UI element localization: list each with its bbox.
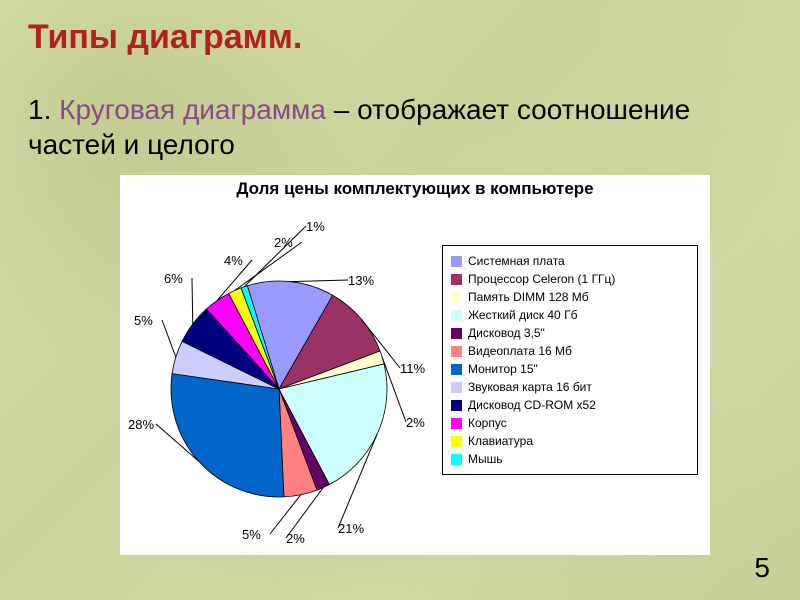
- legend-label: Дисковод CD-ROM x52: [468, 398, 596, 412]
- legend-label: Мышь: [468, 452, 503, 466]
- chart-container: Доля цены комплектующих в компьютере 13%…: [120, 175, 710, 555]
- legend-item: Звуковая карта 16 бит: [451, 378, 689, 396]
- page-number: 5: [754, 552, 770, 584]
- legend-swatch: [451, 418, 462, 429]
- legend-swatch: [451, 364, 462, 375]
- legend-item: Память DIMM 128 Мб: [451, 288, 689, 306]
- legend-swatch: [451, 400, 462, 411]
- legend-swatch: [451, 454, 462, 465]
- legend-label: Дисковод 3,5": [468, 326, 545, 340]
- slice-percent-label: 13%: [348, 273, 374, 288]
- title-text: Типы диаграмм.: [28, 18, 302, 56]
- pie-svg: [134, 211, 424, 541]
- legend-item: Корпус: [451, 414, 689, 432]
- legend-item: Дисковод 3,5": [451, 324, 689, 342]
- slide: Типы диаграмм. 1. Круговая диаграмма – о…: [0, 0, 800, 600]
- legend-swatch: [451, 292, 462, 303]
- slice-percent-label: 2%: [274, 235, 293, 250]
- legend-item: Процессор Celeron (1 ГГц): [451, 270, 689, 288]
- label-leader: [270, 495, 301, 534]
- label-leader: [291, 280, 348, 282]
- legend-swatch: [451, 436, 462, 447]
- slice-percent-label: 21%: [338, 521, 364, 536]
- slide-subtitle: 1. Круговая диаграмма – отображает соотн…: [28, 92, 748, 162]
- legend-label: Корпус: [468, 416, 507, 430]
- legend-item: Клавиатура: [451, 432, 689, 450]
- legend-swatch: [451, 310, 462, 321]
- legend-label: Звуковая карта 16 бит: [468, 380, 592, 394]
- slice-percent-label: 28%: [128, 417, 154, 432]
- legend-swatch: [451, 346, 462, 357]
- legend-label: Монитор 15": [468, 362, 538, 376]
- legend-swatch: [451, 328, 462, 339]
- slice-percent-label: 4%: [224, 253, 243, 268]
- slice-percent-label: 11%: [400, 361, 425, 376]
- legend-label: Видеоплата 16 Мб: [468, 344, 572, 358]
- subtitle-prefix: 1.: [28, 94, 59, 125]
- slice-percent-label: 1%: [306, 219, 325, 234]
- legend-label: Жесткий диск 40 Гб: [468, 308, 577, 322]
- legend-item: Жесткий диск 40 Гб: [451, 306, 689, 324]
- slice-percent-label: 5%: [134, 313, 153, 328]
- legend-swatch: [451, 274, 462, 285]
- legend-label: Клавиатура: [468, 434, 533, 448]
- slice-percent-label: 6%: [164, 271, 183, 286]
- legend-label: Процессор Celeron (1 ГГц): [468, 272, 615, 286]
- slice-percent-label: 5%: [242, 527, 261, 542]
- label-leader: [192, 278, 193, 324]
- pie-slice: [171, 374, 284, 497]
- legend-item: Дисковод CD-ROM x52: [451, 396, 689, 414]
- legend-swatch: [451, 256, 462, 267]
- slice-percent-label: 2%: [406, 415, 425, 430]
- legend-label: Память DIMM 128 Мб: [468, 290, 589, 304]
- slice-percent-label: 2%: [286, 531, 305, 546]
- legend-item: Видеоплата 16 Мб: [451, 342, 689, 360]
- subtitle-term: Круговая диаграмма: [59, 94, 326, 125]
- chart-legend: Системная плата Процессор Celeron (1 ГГц)…: [442, 245, 698, 475]
- legend-item: Мышь: [451, 450, 689, 468]
- pie-chart: 13%11%2%21%2%5%28%5%6%4%2%1%: [134, 211, 424, 541]
- slide-title: Типы диаграмм.: [28, 18, 302, 57]
- chart-title: Доля цены комплектующих в компьютере: [120, 179, 710, 199]
- legend-label: Системная плата: [468, 254, 565, 268]
- legend-item: Системная плата: [451, 252, 689, 270]
- label-leader: [162, 320, 176, 357]
- legend-item: Монитор 15": [451, 360, 689, 378]
- legend-swatch: [451, 382, 462, 393]
